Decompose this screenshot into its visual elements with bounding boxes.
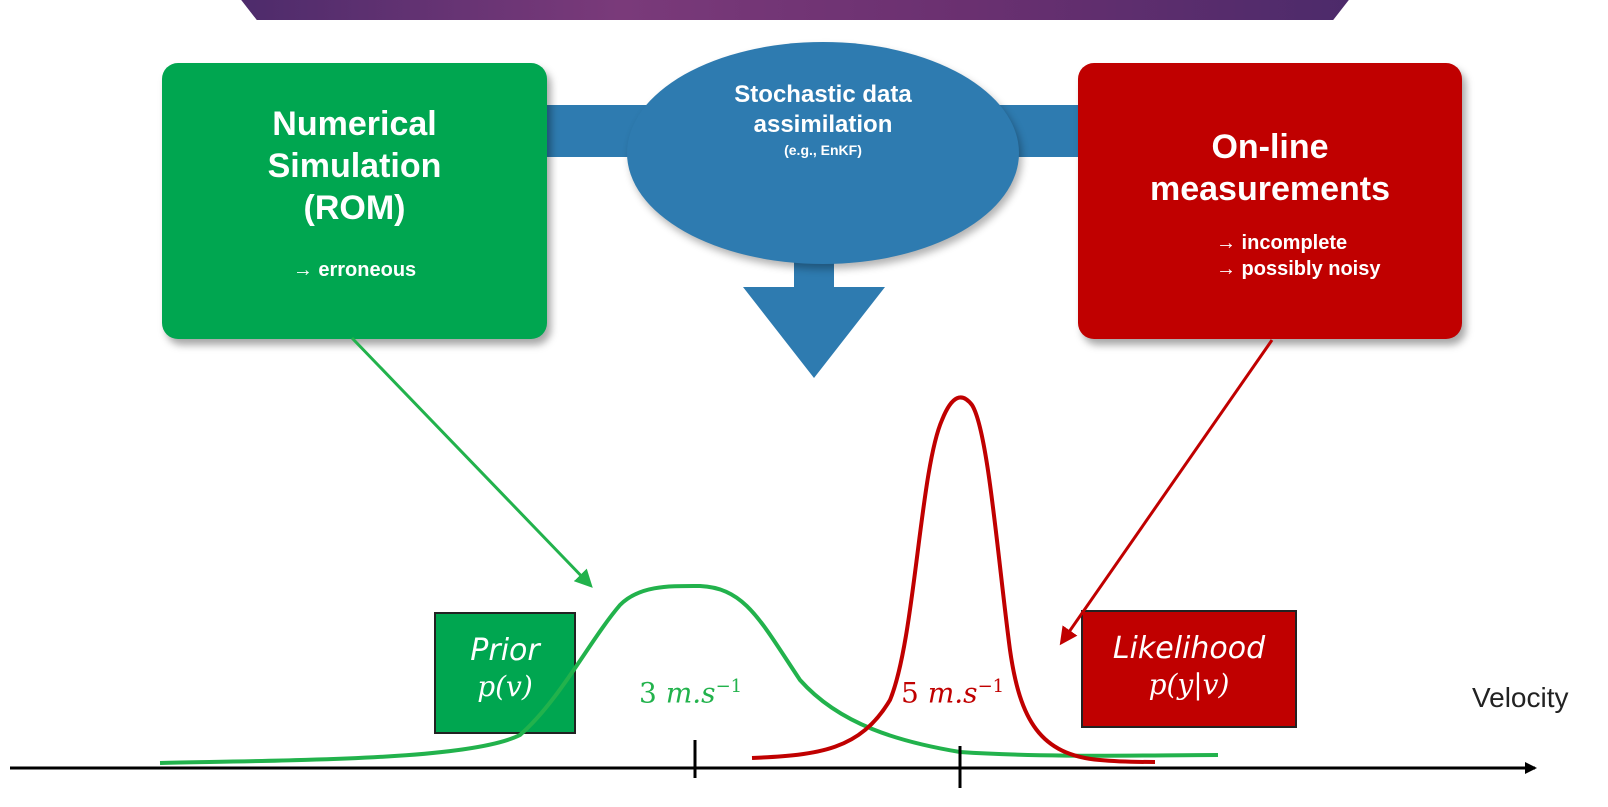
prior-mean-label: 3 m.s−1 (639, 676, 742, 709)
assimilation-subtitle: (e.g., EnKF) (784, 142, 862, 158)
prior-mean-exponent: −1 (715, 676, 743, 697)
simulation-title: Numerical Simulation (ROM) (162, 103, 547, 229)
likelihood-mean-value: 5 (901, 676, 919, 710)
likelihood-label: Likelihood (1112, 631, 1266, 666)
likelihood-mean-exponent: −1 (977, 676, 1005, 697)
down-arrow (743, 240, 885, 378)
simulation-title-line3: (ROM) (303, 189, 406, 227)
likelihood-mean-unit: m.s (927, 676, 978, 710)
measurements-title-line1: On-line (1211, 128, 1329, 166)
likelihood-mean-label: 5 m.s−1 (901, 676, 1004, 709)
title-banner (210, 0, 1380, 20)
likelihood-label-box: Likelihood p(y|v) (1081, 610, 1297, 728)
likelihood-formula: p(y|v) (1148, 668, 1230, 701)
numerical-simulation-box: Numerical Simulation (ROM) → erroneous (162, 63, 547, 339)
prior-formula: p(v) (477, 670, 533, 703)
assimilation-title-line2: assimilation (753, 111, 893, 138)
data-assimilation-ellipse: Stochastic data assimilation (e.g., EnKF… (627, 42, 1019, 264)
online-measurements-box: On-line measurements → incomplete → poss… (1078, 63, 1462, 339)
velocity-axis-label: Velocity (1472, 682, 1569, 713)
measurements-note-line1: → incomplete (1216, 232, 1348, 254)
prior-label: Prior (470, 633, 540, 668)
prior-mean-unit: m.s (665, 676, 716, 710)
simulation-title-line2: Simulation (267, 147, 442, 185)
measurements-note-line2: → possibly noisy (1216, 258, 1381, 280)
prior-mean-value: 3 (639, 676, 657, 710)
prior-label-box: Prior p(v) (434, 612, 576, 734)
simulation-title-line1: Numerical (272, 105, 437, 143)
simulation-note: → erroneous (292, 259, 417, 281)
assimilation-title-line1: Stochastic data (734, 81, 912, 108)
measurements-title-line2: measurements (1149, 170, 1390, 208)
